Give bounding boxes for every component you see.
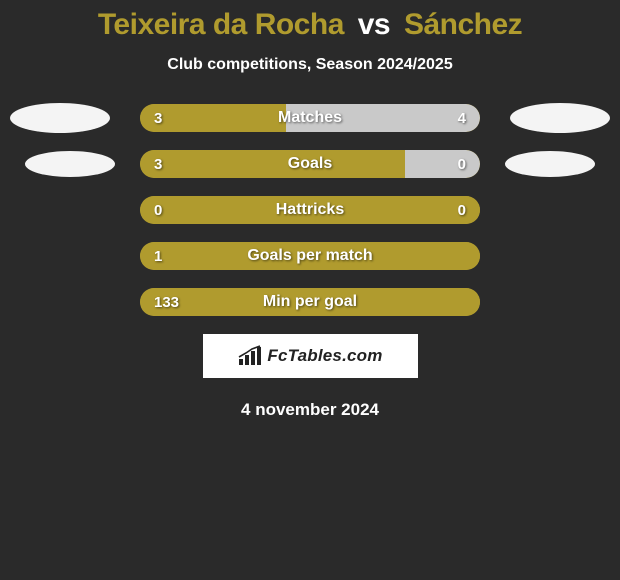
brand-text: FcTables.com	[267, 346, 382, 366]
bar-label: Goals per match	[140, 247, 480, 265]
stat-row: 133Min per goal	[0, 288, 620, 316]
subtitle: Club competitions, Season 2024/2025	[0, 56, 620, 74]
player-oval-left	[10, 103, 110, 133]
stat-bar: 1Goals per match	[140, 242, 480, 270]
date: 4 november 2024	[0, 400, 620, 420]
stat-row: 34Matches	[0, 104, 620, 132]
bar-label: Hattricks	[140, 201, 480, 219]
stat-bar: 133Min per goal	[140, 288, 480, 316]
bar-label: Matches	[140, 109, 480, 127]
title-vs: vs	[358, 8, 390, 41]
stat-bar: 30Goals	[140, 150, 480, 178]
player-oval-left	[25, 151, 115, 177]
page-title: Teixeira da Rocha vs Sánchez	[0, 8, 620, 42]
stat-bar: 34Matches	[140, 104, 480, 132]
stat-bar: 00Hattricks	[140, 196, 480, 224]
bar-label: Min per goal	[140, 293, 480, 311]
stat-row: 00Hattricks	[0, 196, 620, 224]
title-right-name: Sánchez	[404, 8, 522, 41]
player-oval-right	[505, 151, 595, 177]
stat-rows: 34Matches 30Goals 00Hattricks 1Goals per ma…	[0, 104, 620, 316]
stat-row: 30Goals	[0, 150, 620, 178]
chart-icon	[237, 345, 265, 367]
title-left-name: Teixeira da Rocha	[98, 8, 344, 41]
stat-row: 1Goals per match	[0, 242, 620, 270]
bar-label: Goals	[140, 155, 480, 173]
brand-box[interactable]: FcTables.com	[203, 334, 418, 378]
stats-card: Teixeira da Rocha vs Sánchez Club compet…	[0, 0, 620, 420]
player-oval-right	[510, 103, 610, 133]
